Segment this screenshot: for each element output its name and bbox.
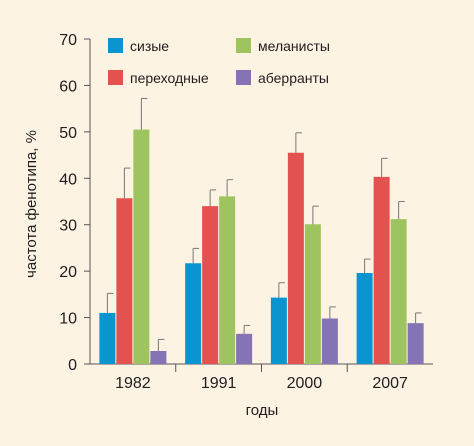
bar xyxy=(236,333,253,364)
bar xyxy=(373,176,390,364)
bar xyxy=(270,297,287,364)
plot-area: 0 10 20 30 40 50 60 70 1982 1991 2000 2007 сизые мела… xyxy=(59,32,433,392)
legend-swatch xyxy=(236,70,251,85)
legend-label: меланисты xyxy=(258,38,330,54)
y-tick-label: 0 xyxy=(68,357,77,374)
bar xyxy=(202,206,219,364)
bar xyxy=(304,224,321,364)
legend-label: аберранты xyxy=(258,70,329,86)
x-tick-label: 2007 xyxy=(372,375,408,392)
y-tick-label: 30 xyxy=(59,218,77,235)
x-tick-label: 1991 xyxy=(201,375,237,392)
x-tick-label: 1982 xyxy=(115,375,151,392)
y-tick-label: 20 xyxy=(59,264,77,281)
x-tick-label: 2000 xyxy=(287,375,323,392)
bar xyxy=(99,312,116,364)
legend-label: переходные xyxy=(130,70,209,86)
legend-swatch xyxy=(108,70,123,85)
y-tick-label: 10 xyxy=(59,311,77,328)
y-axis-label: частота фенотипа, % xyxy=(23,130,40,278)
bar xyxy=(116,198,133,364)
bar xyxy=(407,323,424,364)
bar xyxy=(390,219,407,364)
legend-swatch xyxy=(236,38,251,53)
bar xyxy=(287,152,304,364)
bar xyxy=(185,263,202,364)
bar xyxy=(356,273,373,364)
bar xyxy=(321,318,338,364)
bar xyxy=(219,196,236,364)
x-axis-label: годы xyxy=(246,402,279,419)
bar xyxy=(133,129,150,364)
legend-swatch xyxy=(108,38,123,53)
y-tick-label: 50 xyxy=(59,125,77,142)
legend-label: сизые xyxy=(130,38,169,54)
y-tick-label: 70 xyxy=(59,32,77,49)
y-tick-label: 40 xyxy=(59,171,77,188)
y-tick-label: 60 xyxy=(59,78,77,95)
bar xyxy=(150,351,167,364)
